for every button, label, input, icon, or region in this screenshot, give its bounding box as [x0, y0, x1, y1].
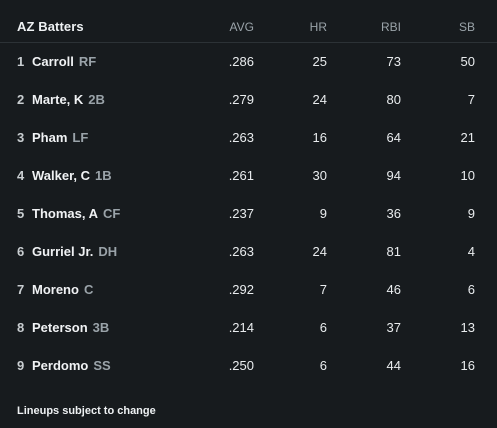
player-name[interactable]: Walker, C 1B	[32, 157, 112, 195]
player-name-text: Thomas, A	[32, 206, 98, 221]
player-name-text: Pham	[32, 130, 68, 145]
stat-sb: 50	[460, 54, 475, 69]
stat-rbi: 36	[386, 206, 401, 221]
stat-sb: 7	[467, 92, 475, 107]
column-header-hr: HR	[309, 20, 327, 34]
stat-rbi: 94	[386, 168, 401, 183]
stat-sb: 13	[460, 320, 475, 335]
table-row: 9 Perdomo SS .250 6 44 16	[0, 347, 497, 385]
player-name-text: Marte, K	[32, 92, 84, 107]
player-name-text: Peterson	[32, 320, 88, 335]
stat-rbi: 73	[386, 54, 401, 69]
stat-rbi: 81	[386, 244, 401, 259]
player-position: CF	[102, 206, 121, 221]
stat-avg: .286	[228, 54, 254, 69]
table-row: 4 Walker, C 1B .261 30 94 10	[0, 157, 497, 195]
batting-order: 3	[17, 130, 25, 145]
player-name[interactable]: Carroll RF	[32, 43, 96, 81]
stat-rbi: 46	[386, 282, 401, 297]
player-position: RF	[78, 54, 97, 69]
player-name[interactable]: Perdomo SS	[32, 347, 111, 385]
table-row: 6 Gurriel Jr. DH .263 24 81 4	[0, 233, 497, 271]
player-name-text: Walker, C	[32, 168, 91, 183]
stat-hr: 7	[319, 282, 327, 297]
table-row: 1 Carroll RF .286 25 73 50	[0, 43, 497, 81]
player-name[interactable]: Pham LF	[32, 119, 88, 157]
stat-hr: 6	[319, 358, 327, 373]
player-position: 2B	[88, 92, 105, 107]
player-position: 1B	[95, 168, 112, 183]
batting-order: 9	[17, 358, 25, 373]
player-name[interactable]: Moreno C	[32, 271, 93, 309]
stat-hr: 25	[312, 54, 327, 69]
stat-sb: 16	[460, 358, 475, 373]
stat-avg: .279	[228, 92, 254, 107]
column-header-sb: SB	[458, 20, 475, 34]
player-name[interactable]: Thomas, A CF	[32, 195, 120, 233]
player-name-text: Perdomo	[32, 358, 89, 373]
player-name-text: Moreno	[32, 282, 79, 297]
stat-avg: .214	[228, 320, 254, 335]
batting-order: 7	[17, 282, 25, 297]
column-header-avg: AVG	[229, 20, 254, 34]
stat-sb: 10	[460, 168, 475, 183]
stat-hr: 9	[319, 206, 327, 221]
stat-hr: 16	[312, 130, 327, 145]
table-row: 3 Pham LF .263 16 64 21	[0, 119, 497, 157]
stat-rbi: 44	[386, 358, 401, 373]
batting-order: 2	[17, 92, 25, 107]
column-header-rbi: RBI	[380, 20, 401, 34]
lineup-disclaimer: Lineups subject to change	[17, 405, 156, 417]
stat-hr: 6	[319, 320, 327, 335]
table-row: 2 Marte, K 2B .279 24 80 7	[0, 81, 497, 119]
stat-sb: 21	[460, 130, 475, 145]
batting-order: 8	[17, 320, 25, 335]
table-title: AZ Batters	[17, 19, 84, 34]
stat-avg: .261	[228, 168, 254, 183]
batting-order: 4	[17, 168, 25, 183]
batting-order: 5	[17, 206, 25, 221]
stat-rbi: 64	[386, 130, 401, 145]
player-name[interactable]: Peterson 3B	[32, 309, 109, 347]
table-header: AZ Batters AVG HR RBI SB	[0, 0, 497, 43]
player-position: 3B	[92, 320, 110, 335]
stat-rbi: 80	[386, 92, 401, 107]
stat-hr: 24	[312, 92, 327, 107]
player-name-text: Gurriel Jr.	[32, 244, 94, 259]
stat-sb: 4	[467, 244, 475, 259]
stat-avg: .250	[228, 358, 254, 373]
table-row: 5 Thomas, A CF .237 9 36 9	[0, 195, 497, 233]
batting-order: 1	[17, 54, 25, 69]
player-name-text: Carroll	[32, 54, 74, 69]
player-position: DH	[98, 244, 118, 259]
player-name[interactable]: Marte, K 2B	[32, 81, 105, 119]
table-row: 7 Moreno C .292 7 46 6	[0, 271, 497, 309]
stat-sb: 6	[467, 282, 475, 297]
stat-avg: .263	[228, 130, 254, 145]
batting-order: 6	[17, 244, 25, 259]
stat-avg: .263	[228, 244, 254, 259]
stat-hr: 30	[312, 168, 327, 183]
stat-hr: 24	[312, 244, 327, 259]
table-row: 8 Peterson 3B .214 6 37 13	[0, 309, 497, 347]
stat-rbi: 37	[386, 320, 401, 335]
player-position: C	[83, 282, 94, 297]
player-name[interactable]: Gurriel Jr. DH	[32, 233, 117, 271]
stat-sb: 9	[467, 206, 475, 221]
player-position: LF	[72, 130, 89, 145]
stat-avg: .292	[228, 282, 254, 297]
stat-avg: .237	[228, 206, 254, 221]
player-position: SS	[93, 358, 111, 373]
